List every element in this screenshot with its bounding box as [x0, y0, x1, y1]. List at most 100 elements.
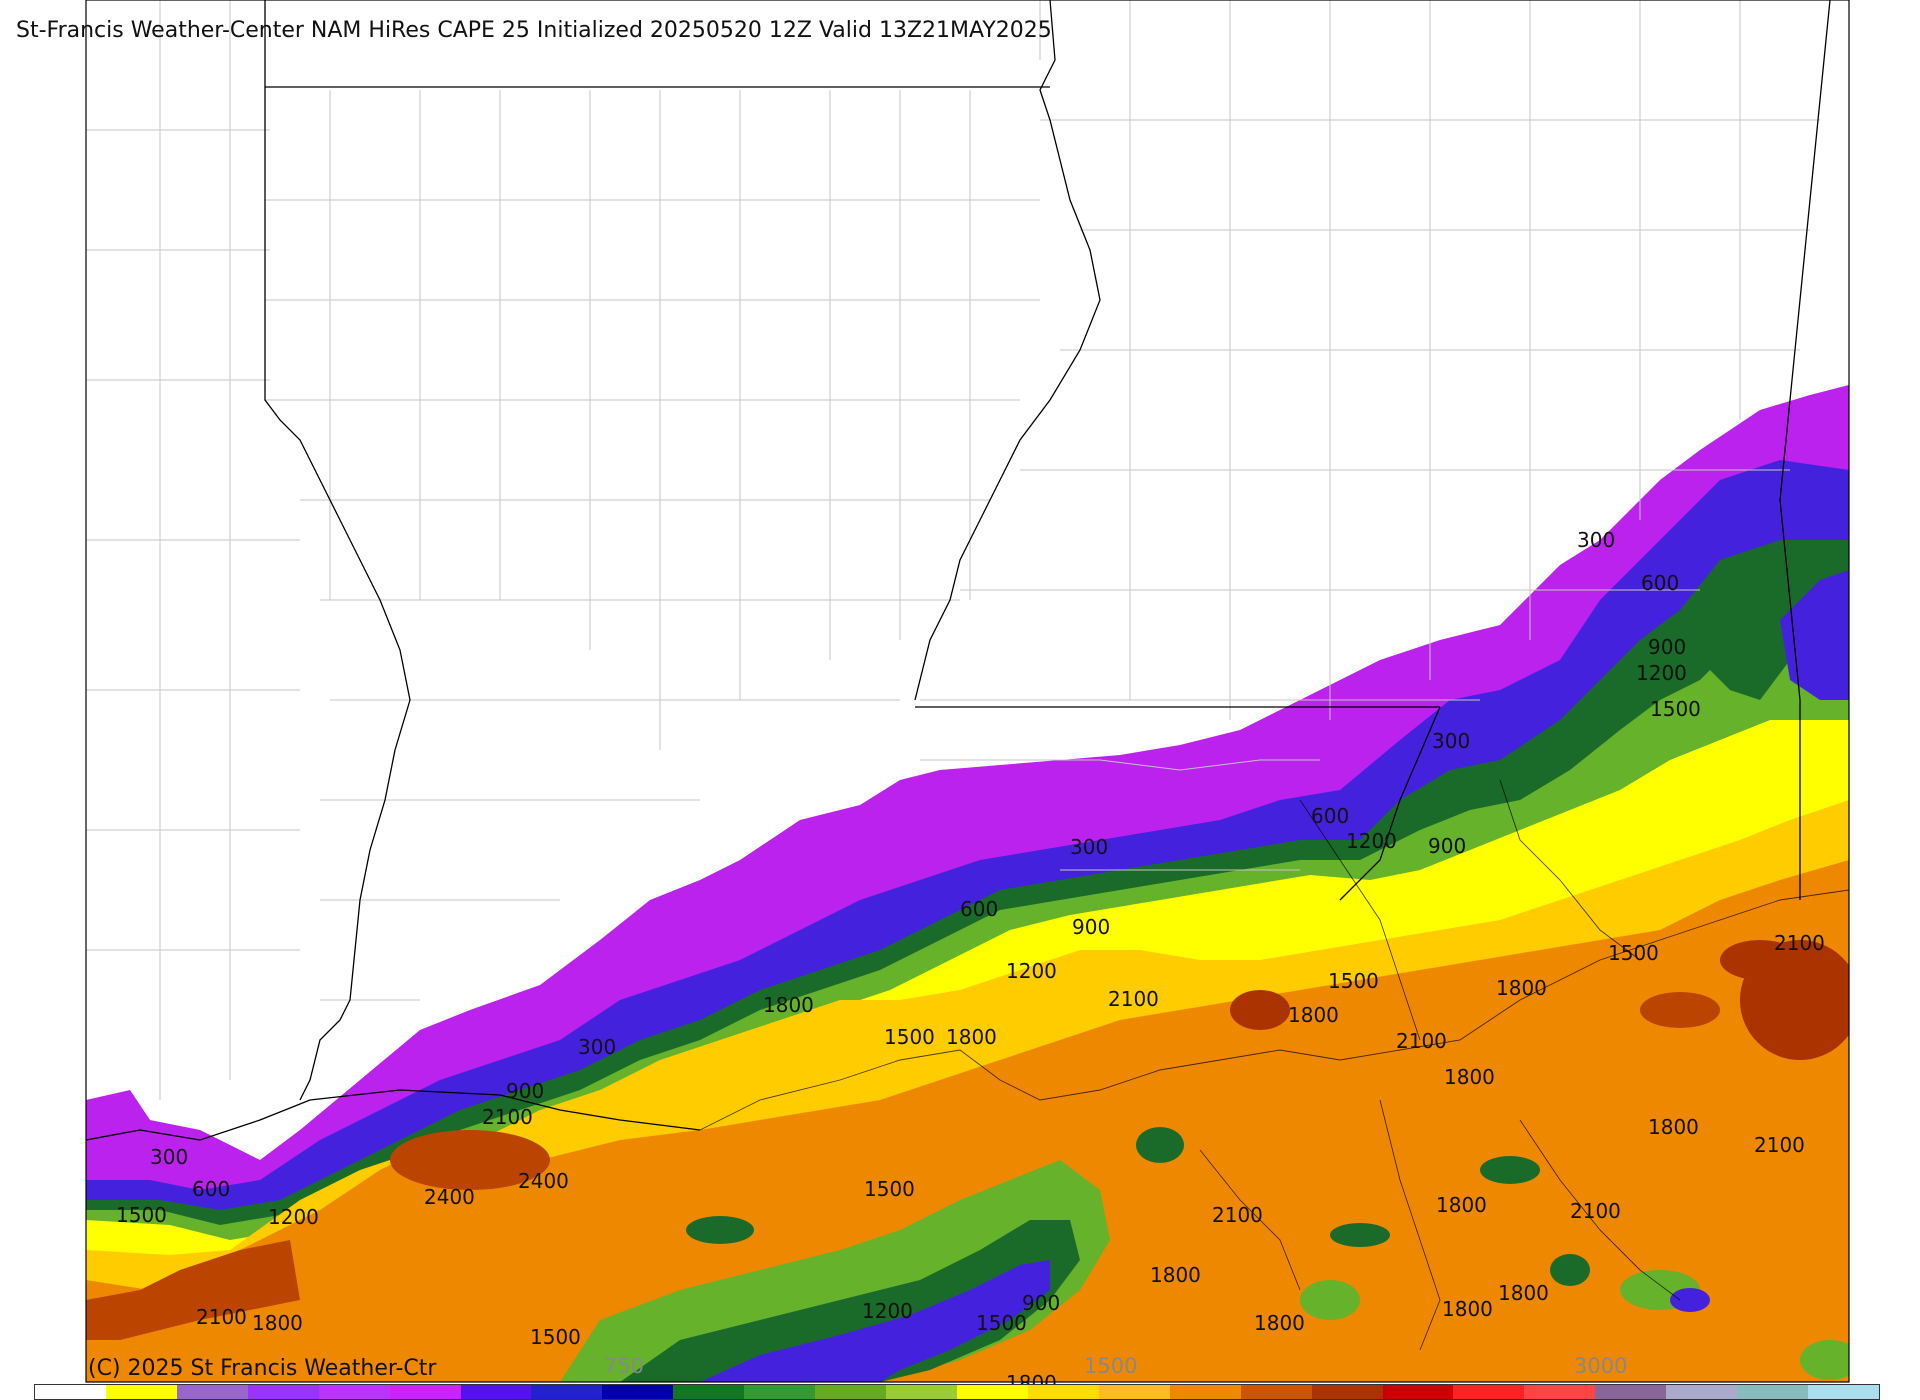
contour-label: 1800 [1288, 1003, 1339, 1027]
colorbar-swatch [1595, 1385, 1667, 1399]
contour-label: 1500 [1328, 969, 1379, 993]
contour-label: 300 [1432, 729, 1470, 753]
colorbar-swatch [744, 1385, 816, 1399]
contour-label: 600 [1641, 571, 1679, 595]
county-lines [86, 0, 1820, 1100]
contour-label: 1800 [763, 993, 814, 1017]
cape-core-2400b [1230, 990, 1290, 1030]
contour-label: 1500 [530, 1325, 581, 1349]
coastline [699, 779, 1849, 1351]
colorbar-swatch [1098, 1385, 1170, 1399]
contour-label: 1200 [1006, 959, 1057, 983]
contour-label: 600 [1311, 804, 1349, 828]
colorbar-swatch [1027, 1385, 1099, 1399]
cape-green-spot2 [1480, 1156, 1540, 1184]
color-scale-bar [34, 1384, 1880, 1400]
contour-label: 1800 [1498, 1281, 1549, 1305]
colorbar-swatch [389, 1385, 461, 1399]
contour-label: 300 [578, 1035, 616, 1059]
contour-label: 1800 [1496, 976, 1547, 1000]
colorbar-swatch [1737, 1385, 1809, 1399]
colorbar-swatch [1808, 1385, 1879, 1399]
contour-label: 900 [1428, 834, 1466, 858]
cape-band-2400 [86, 1240, 300, 1340]
colorbar-swatch [956, 1385, 1028, 1399]
contour-label: 300 [1577, 528, 1615, 552]
contour-label: 1500 [116, 1203, 167, 1227]
colorbar-label-750: 750 [604, 1354, 645, 1378]
contour-labels: 300 600 900 1200 1500 300 600 1200 900 3… [116, 528, 1825, 1395]
colorbar-label-3000: 3000 [1574, 1354, 1628, 1378]
colorbar-swatch [602, 1385, 674, 1399]
contour-label: 1200 [1636, 661, 1687, 685]
contour-label: 2100 [1108, 987, 1159, 1011]
cape-green-spot5 [1300, 1280, 1360, 1320]
contour-label: 1200 [1346, 829, 1397, 853]
colorbar-swatch [1382, 1385, 1454, 1399]
cape-green-spot1 [1136, 1127, 1184, 1163]
contour-label: 1800 [1442, 1297, 1493, 1321]
contour-label: 1500 [884, 1025, 935, 1049]
contour-label: 1200 [862, 1299, 913, 1323]
contour-label: 2100 [1212, 1203, 1263, 1227]
contour-label: 1500 [864, 1177, 915, 1201]
contour-label: 1200 [268, 1205, 319, 1229]
contour-label: 1800 [946, 1025, 997, 1049]
colorbar-swatch [1666, 1385, 1738, 1399]
colorbar-swatch [815, 1385, 887, 1399]
cape-green-spot4 [686, 1216, 754, 1244]
cape-core-2400e [1720, 940, 1800, 980]
map-title: St-Francis Weather-Center NAM HiRes CAPE… [16, 18, 1052, 43]
contour-label: 1500 [976, 1311, 1027, 1335]
contour-label: 900 [506, 1079, 544, 1103]
contour-label: 1500 [1650, 697, 1701, 721]
contour-label: 1800 [1150, 1263, 1201, 1287]
contour-label: 2100 [1754, 1133, 1805, 1157]
contour-label: 1800 [1436, 1193, 1487, 1217]
contour-label: 1500 [1608, 941, 1659, 965]
contour-label: 2100 [482, 1105, 533, 1129]
contour-label: 2400 [518, 1169, 569, 1193]
colorbar-swatch [1240, 1385, 1312, 1399]
contour-label: 300 [150, 1145, 188, 1169]
colorbar-swatch [247, 1385, 319, 1399]
cape-green-spot3 [1330, 1223, 1390, 1247]
contour-label: 900 [1022, 1291, 1060, 1315]
colorbar-swatch [176, 1385, 248, 1399]
contour-label: 600 [960, 897, 998, 921]
colorbar-swatch [673, 1385, 745, 1399]
cape-core-2400c [1640, 992, 1720, 1028]
cape-band-2100 [86, 860, 1849, 1382]
contour-label: 900 [1072, 915, 1110, 939]
contour-label: 2100 [1396, 1029, 1447, 1053]
contour-label: 1800 [1444, 1065, 1495, 1089]
contour-label: 600 [192, 1177, 230, 1201]
colorbar-swatch [35, 1385, 106, 1399]
copyright-text: (C) 2025 St Francis Weather-Ctr [88, 1356, 437, 1381]
contour-label: 2100 [1774, 931, 1825, 955]
contour-label: 300 [1070, 835, 1108, 859]
contour-label: 1800 [1648, 1115, 1699, 1139]
colorbar-swatch [1169, 1385, 1241, 1399]
colorbar-swatch [318, 1385, 390, 1399]
cape-pocket-600 [700, 1260, 1050, 1382]
colorbar-swatch [1453, 1385, 1525, 1399]
contour-label: 1800 [252, 1311, 303, 1335]
colorbar-swatch [886, 1385, 957, 1399]
colorbar-swatch [531, 1385, 603, 1399]
colorbar-label-1500: 1500 [1084, 1354, 1138, 1378]
cape-green-spot9 [1800, 1340, 1849, 1380]
colorbar-swatch [105, 1385, 177, 1399]
map-frame [85, 0, 1850, 1383]
colorbar-swatch [460, 1385, 532, 1399]
colorbar-swatch [1524, 1385, 1596, 1399]
contour-label: 1800 [1254, 1311, 1305, 1335]
state-boundaries [86, 0, 1831, 1141]
contour-label: 2100 [196, 1305, 247, 1329]
cape-green-spot7 [1550, 1254, 1590, 1286]
cape-core-2400a [390, 1130, 550, 1190]
colorbar-swatch [1311, 1385, 1383, 1399]
contour-label: 2400 [424, 1185, 475, 1209]
contour-label: 2100 [1570, 1199, 1621, 1223]
